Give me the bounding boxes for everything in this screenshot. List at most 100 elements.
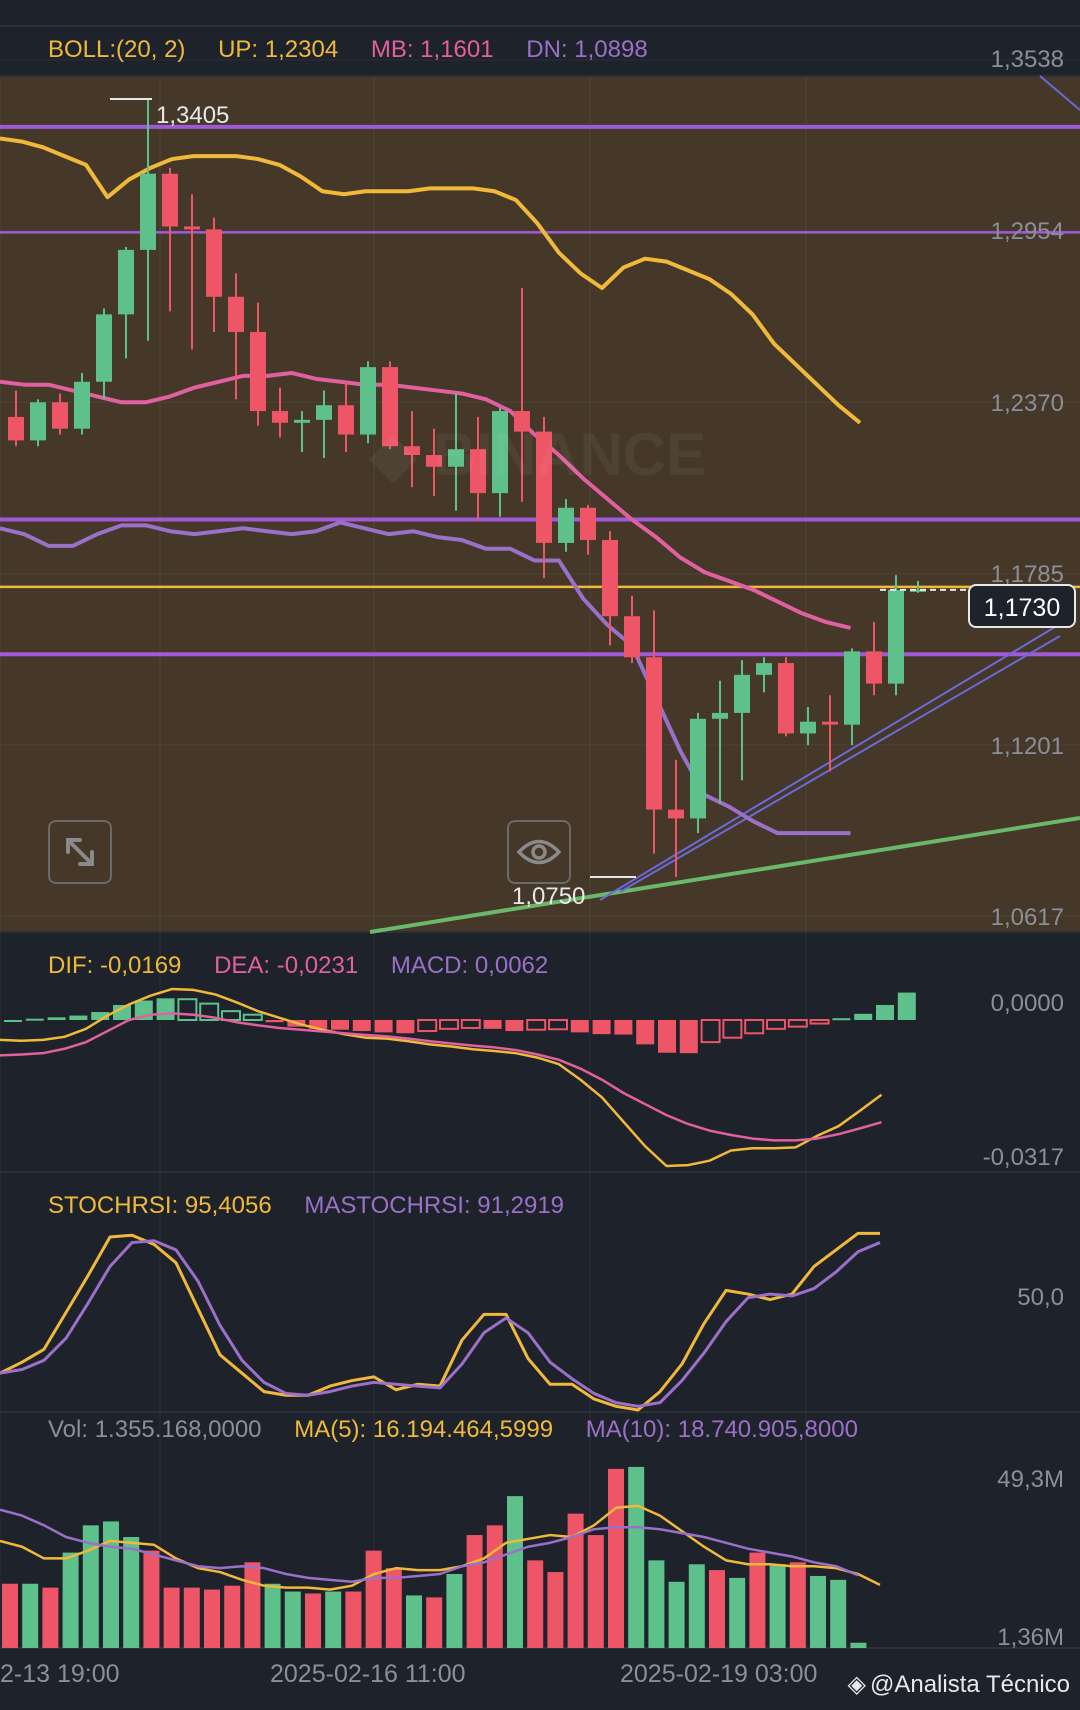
macd-histogram-bar: [854, 1013, 873, 1020]
macd-histogram-bar: [548, 1019, 568, 1031]
stoch-axis-label: 50,0: [1017, 1284, 1064, 1311]
candle-body: [602, 540, 618, 617]
volume-bar: [325, 1591, 342, 1648]
macd-dif-line: [0, 987, 883, 1168]
macd-histogram-bar: [483, 1020, 502, 1029]
expand-icon: [66, 838, 94, 866]
volume-bar: [2, 1583, 18, 1648]
macd-histogram-bar: [331, 1020, 349, 1030]
boll-up-value: UP: 1,2304: [218, 36, 339, 63]
macd-histogram-bar: [309, 1020, 328, 1029]
volume-bar: [507, 1496, 523, 1648]
macd-dea-line: [0, 1012, 882, 1142]
volume-legend: Vol: 1.355.168,0000 MA(5): 16.194.464,59…: [48, 1416, 884, 1444]
stochrsi-legend: STOCHRSI: 95,4056 MASTOCHRSI: 91,2919: [48, 1192, 590, 1220]
volume-bar: [62, 1552, 79, 1648]
candle-body: [30, 402, 46, 441]
price-axis-label-1: 1,3538: [990, 46, 1064, 73]
candle-body: [74, 381, 90, 429]
boll-lower-band: [0, 520, 851, 836]
volume-bar: [648, 1560, 665, 1648]
volume-bar: [264, 1583, 281, 1648]
volume-bar: [385, 1568, 402, 1648]
candle-body: [382, 367, 398, 447]
macd-histogram-bar: [636, 1020, 655, 1045]
volume-bar: [587, 1535, 604, 1648]
candle-body: [228, 296, 244, 332]
candle-body: [8, 416, 24, 441]
macd-macd-value: MACD: 0,0062: [390, 952, 549, 979]
macd-histogram-bar: [614, 1020, 633, 1035]
boll-middle-band: [0, 370, 851, 630]
low-price-label: 1,0750: [512, 883, 586, 910]
macd-histogram-bar: [199, 1002, 220, 1022]
exchange-watermark: ◆ BINANCE: [368, 421, 706, 488]
macd-histogram-bar: [809, 1019, 830, 1025]
current-price-tag: 1,1730: [968, 584, 1076, 628]
candle-body: [910, 589, 926, 592]
candle-body: [558, 507, 574, 543]
candle-body: [162, 173, 178, 227]
date-label-1: 2-13 19:00: [0, 1660, 120, 1688]
volume-bar: [810, 1575, 826, 1648]
date-label-3: 2025-02-19 03:00: [620, 1660, 818, 1688]
candle-body: [426, 455, 442, 467]
candle-body: [822, 721, 838, 725]
macd-histogram-bar: [396, 1020, 415, 1034]
volume-bar: [143, 1550, 160, 1648]
candle-body: [316, 405, 332, 420]
macd-histogram-bar: [766, 1019, 786, 1030]
volume-bar: [547, 1572, 564, 1648]
candle-body: [470, 449, 486, 494]
candle-body: [756, 663, 772, 675]
visibility-toggle-button[interactable]: [507, 820, 571, 884]
blue-trend-line: [619, 635, 1061, 893]
volume-bar: [82, 1525, 99, 1648]
volume-bar: [204, 1589, 220, 1648]
macd-histogram-bar: [352, 1020, 371, 1032]
green-trend-line: [369, 816, 1080, 934]
boll-mb-value: MB: 1,1601: [370, 36, 494, 63]
volume-ma5-line: [0, 1504, 881, 1591]
macd-histogram-bar: [113, 1004, 131, 1020]
volume-bar: [163, 1587, 180, 1648]
candle-body: [206, 229, 222, 297]
volume-bar: [688, 1564, 705, 1648]
boll-legend: BOLL:(20, 2) UP: 1,2304 MB: 1,1601 DN: 1…: [48, 36, 674, 64]
candle-body: [404, 446, 420, 456]
volume-bar: [305, 1593, 321, 1648]
candle-body: [800, 721, 816, 734]
candle-body: [514, 411, 530, 432]
candle-body: [734, 674, 750, 713]
volume-bar: [284, 1591, 301, 1648]
volume-bar: [850, 1642, 867, 1648]
volume-bar: [749, 1552, 766, 1648]
high-price-label: 1,3405: [156, 102, 230, 129]
volume-bar: [789, 1562, 806, 1648]
macd-axis-label-2: -0,0317: [982, 1144, 1064, 1171]
candle-body: [690, 718, 706, 819]
candle-body: [580, 507, 596, 541]
volume-bar: [486, 1525, 503, 1648]
volume-bar: [426, 1597, 443, 1648]
macd-histogram-bar: [592, 1020, 611, 1035]
macd-histogram-bar: [417, 1019, 438, 1033]
candle-body: [52, 402, 68, 429]
macd-histogram-bar: [374, 1020, 393, 1033]
macd-histogram-bar: [722, 1019, 743, 1039]
volume-bar: [345, 1591, 362, 1648]
volume-bar: [608, 1468, 624, 1648]
volume-bar: [729, 1577, 746, 1648]
candle-body: [668, 809, 684, 819]
price-axis-label-3: 1,2370: [990, 390, 1064, 417]
volume-bar: [406, 1595, 422, 1648]
candle-body: [646, 657, 662, 810]
fullscreen-button[interactable]: [48, 820, 112, 884]
volume-bar: [123, 1537, 140, 1648]
mastochrsi-value: MASTOCHRSI: 91,2919: [304, 1192, 565, 1219]
macd-histogram-bar: [177, 998, 198, 1021]
candle-body: [184, 226, 200, 230]
candle-body: [140, 173, 156, 250]
